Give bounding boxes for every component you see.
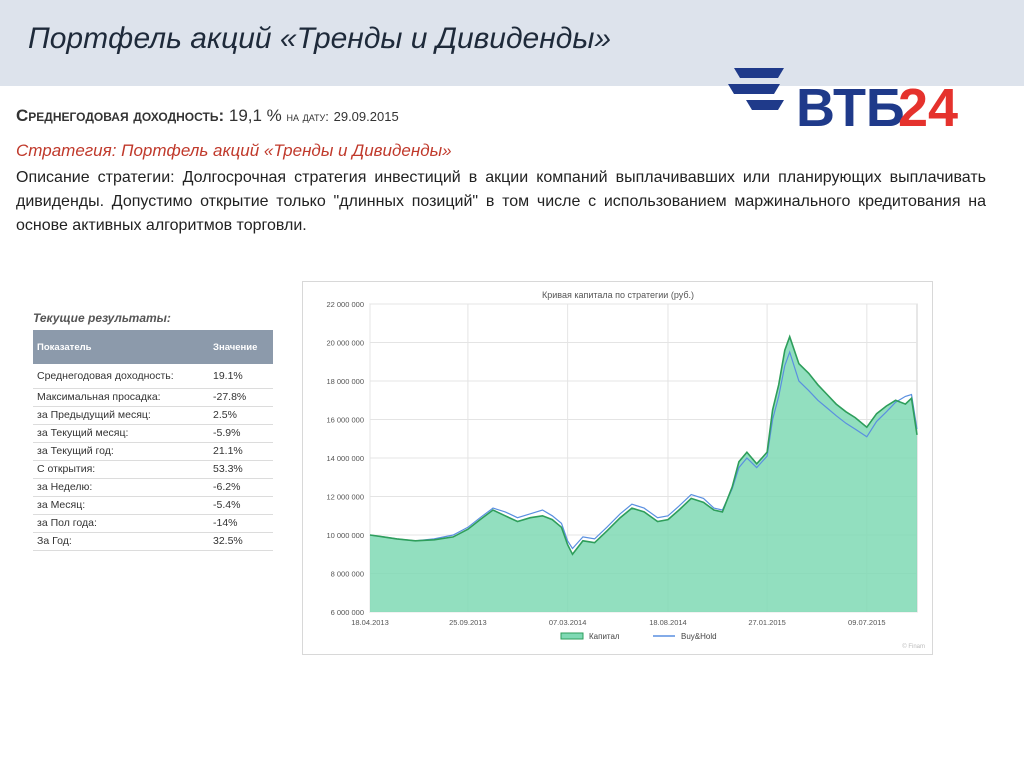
logo-text-24: 24 (898, 78, 958, 138)
page-title: Портфель акций «Тренды и Дивиденды» (28, 22, 612, 55)
results-title: Текущие результаты: (33, 311, 171, 325)
row-label: С открытия: (33, 460, 209, 479)
yield-value: 19,1 % (228, 106, 282, 125)
table-row: За Год: 32.5% (33, 532, 273, 551)
table-row: Максимальная просадка: -27.8% (33, 388, 273, 407)
table-row: С открытия: 53.3% (33, 460, 273, 479)
row-value: -14% (209, 514, 273, 533)
row-label: за Пол года: (33, 514, 209, 533)
row-label: Максимальная просадка: (33, 388, 209, 407)
header-value: Значение (209, 330, 273, 364)
y-tick-label: 16 000 000 (326, 416, 364, 425)
yield-date: 29.09.2015 (333, 109, 399, 124)
results-table: Показатель Значение Среднегодовая доходн… (33, 330, 273, 551)
buyhold-line (369, 350, 918, 550)
yield-label: Среднегодовая доходность: (16, 106, 225, 125)
header-indicator: Показатель (33, 330, 209, 364)
row-value: -5.9% (209, 424, 273, 443)
row-value: -5.4% (209, 496, 273, 515)
table-row: за Предыдущий месяц: 2.5% (33, 406, 273, 425)
x-tick-label: 27.01.2015 (748, 618, 786, 627)
x-tick-label: 09.07.2015 (848, 618, 886, 627)
y-tick-label: 10 000 000 (326, 531, 364, 540)
strategy-description: Описание стратегии: Долгосрочная стратег… (16, 169, 986, 234)
row-value: 19.1% (209, 364, 273, 389)
x-tick-label: 18.08.2014 (649, 618, 687, 627)
legend-label-buyhold: Buy&Hold (681, 632, 717, 641)
capital-line (369, 334, 918, 556)
chart-footer-mark: © Finam (902, 643, 925, 650)
row-label: Среднегодовая доходность: (33, 364, 209, 389)
row-value: 21.1% (209, 442, 273, 461)
equity-chart: Кривая капитала по стратегии (руб.) 6 00… (302, 281, 933, 655)
x-tick-label: 07.03.2014 (549, 618, 587, 627)
y-tick-label: 12 000 000 (326, 493, 364, 502)
capital-area (370, 336, 917, 612)
y-tick-label: 20 000 000 (326, 339, 364, 348)
table-row: Среднегодовая доходность: 19.1% (33, 364, 273, 389)
row-value: 53.3% (209, 460, 273, 479)
row-value: -6.2% (209, 478, 273, 497)
axis-layer: 6 000 000 8 000 000 10 000 000 12 000 000 14… (326, 300, 885, 627)
y-tick-label: 22 000 000 (326, 300, 364, 309)
y-tick-label: 14 000 000 (326, 454, 364, 463)
table-row: за Пол года: -14% (33, 514, 273, 533)
yield-summary: Среднегодовая доходность: 19,1 % на дату… (16, 106, 399, 126)
results-header-row: Показатель Значение (33, 330, 273, 364)
yield-date-label: на дату: (286, 109, 329, 124)
row-label: за Месяц: (33, 496, 209, 515)
vtb-emblem-icon (728, 68, 784, 110)
chart-title: Кривая капитала по стратегии (руб.) (542, 290, 694, 300)
title-band (0, 0, 1024, 86)
x-tick-label: 18.04.2013 (351, 618, 389, 627)
y-tick-label: 8 000 000 (331, 570, 364, 579)
y-tick-label: 18 000 000 (326, 377, 364, 386)
row-value: 32.5% (209, 532, 273, 551)
row-label: за Текущий год: (33, 442, 209, 461)
row-value: -27.8% (209, 388, 273, 407)
table-row: за Текущий месяц: -5.9% (33, 424, 273, 443)
legend-swatch-capital (560, 632, 584, 640)
legend-layer: Капитал Buy&Hold (560, 632, 717, 641)
logo-text-vtb: ВТБ (796, 78, 905, 138)
equity-chart-svg: Кривая капитала по стратегии (руб.) 6 00… (326, 290, 925, 650)
row-label: За Год: (33, 532, 209, 551)
table-row: за Месяц: -5.4% (33, 496, 273, 515)
series-layer (369, 334, 918, 612)
row-label: за Неделю: (33, 478, 209, 497)
vtb24-logo: ВТБ 24 (728, 68, 958, 138)
y-tick-label: 6 000 000 (331, 608, 364, 617)
x-tick-label: 25.09.2013 (449, 618, 487, 627)
legend-label-capital: Капитал (589, 632, 620, 641)
table-row: за Текущий год: 21.1% (33, 442, 273, 461)
row-value: 2.5% (209, 406, 273, 425)
strategy-title: Стратегия: Портфель акций «Тренды и Диви… (16, 141, 452, 160)
row-label: за Предыдущий месяц: (33, 406, 209, 425)
table-row: за Неделю: -6.2% (33, 478, 273, 497)
row-label: за Текущий месяц: (33, 424, 209, 443)
